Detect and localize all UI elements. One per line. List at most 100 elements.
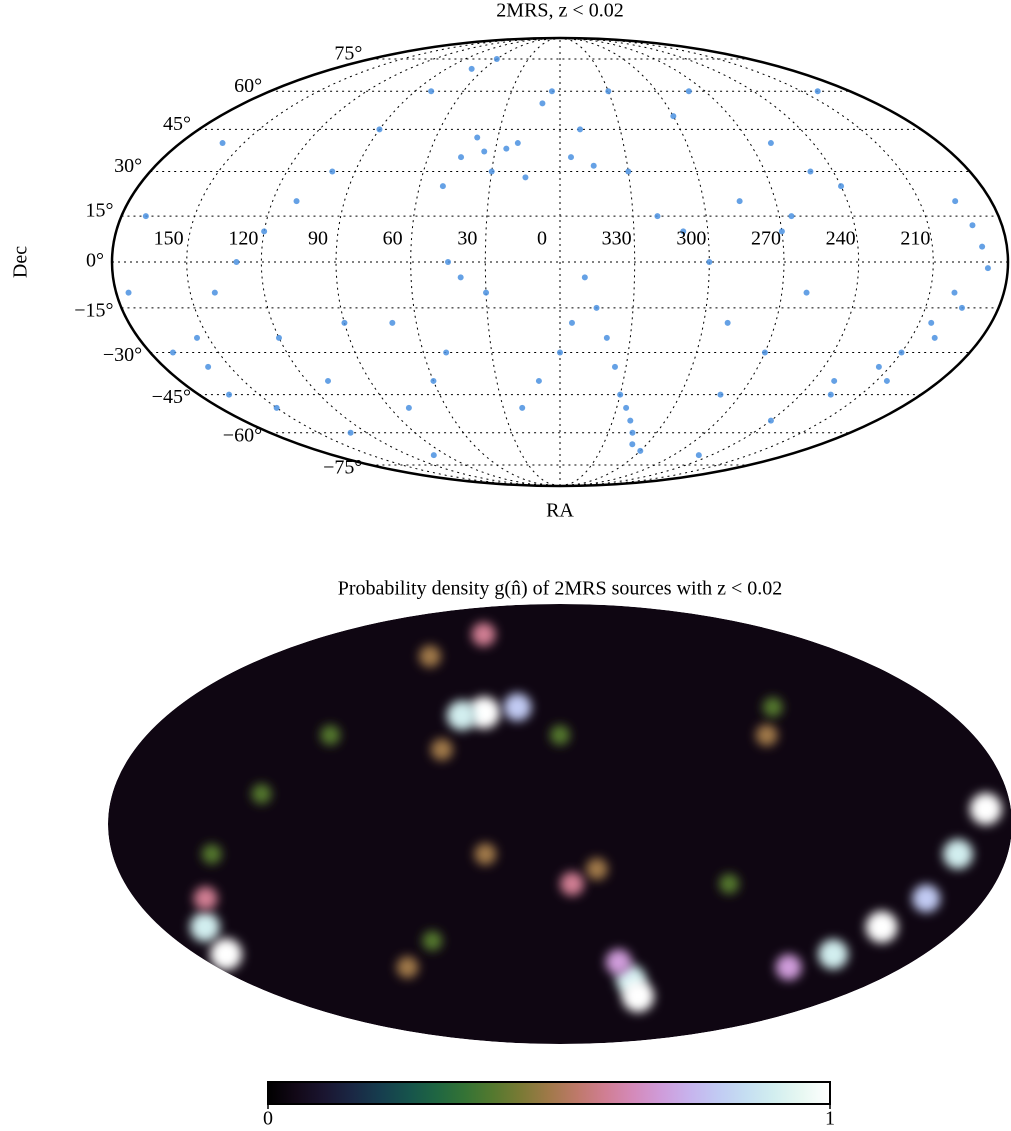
density-blob [550,725,570,746]
density-blob [430,738,453,761]
y-tick-label: 60° [234,75,262,97]
density-blob [762,697,783,718]
y-tick-label: −30° [103,344,142,366]
data-point [535,377,542,384]
y-tick-label: 30° [114,155,142,177]
data-point [629,429,636,436]
y-tick-label: −60° [223,424,262,446]
data-point [539,100,546,107]
density-blob [419,645,442,668]
data-point [226,391,233,398]
sky-map [110,36,1010,488]
data-point [293,198,300,205]
data-point [778,228,785,235]
grid-line [410,37,561,487]
y-axis-label: Dec [10,246,32,278]
density-blob [474,843,497,866]
data-point [590,162,597,169]
data-point [984,265,991,272]
data-point [629,441,636,448]
data-point [831,377,838,384]
density-blob [775,954,802,981]
data-point [593,304,600,311]
density-blob [193,886,218,911]
data-point [685,88,692,95]
density-blob [251,783,272,804]
data-point [430,452,437,459]
data-point [623,404,630,411]
data-point [695,452,702,459]
x-axis-label: RA [546,500,574,522]
data-point [428,88,435,95]
density-blob [210,938,243,971]
data-point [952,198,959,205]
data-point [603,334,610,341]
colorbar-tick-label: 0 [263,1108,273,1130]
data-point [514,140,521,147]
data-point [617,391,624,398]
data-point [557,349,563,356]
density-blob [942,839,973,870]
grid-line [559,37,934,487]
x-tick-label: 300 [676,228,706,250]
x-tick-label: 30 [457,228,477,250]
colorbar [267,1081,831,1105]
data-point [493,56,500,63]
data-point [883,377,890,384]
data-point [193,334,200,341]
data-point [958,304,965,311]
grid-line [186,37,561,487]
data-point [458,154,465,161]
data-point [670,113,677,120]
data-point [767,417,774,424]
map-background [108,604,1011,1044]
data-point [736,198,743,205]
data-point [680,228,687,235]
data-point [706,259,713,265]
data-point [767,140,774,147]
density-blob [503,693,532,722]
density-blob [622,980,655,1013]
data-point [273,404,280,411]
data-point [474,134,481,141]
data-point [761,349,768,356]
density-blob [818,939,849,970]
density-blob [719,873,740,894]
data-point [275,334,282,341]
data-point [625,168,632,175]
data-point [951,289,958,296]
data-point [654,213,661,220]
density-blob [189,912,220,943]
y-tick-label: 0° [86,250,104,272]
data-point [445,259,451,265]
density-blob [201,844,222,865]
data-point [483,289,490,296]
data-point [347,429,354,436]
data-point [169,349,176,356]
density-blob [969,792,1002,825]
chart-title: Probability density g(n̂) of 2MRS source… [338,578,783,600]
data-point [931,334,938,341]
grid-line [335,37,561,487]
data-point [979,243,986,250]
data-point [376,126,383,133]
data-point [142,213,149,220]
x-tick-label: 0 [537,228,547,250]
data-point [503,145,510,152]
data-point [389,319,396,326]
density-blob [471,622,496,647]
data-point [519,404,526,411]
data-point [261,228,268,235]
data-point [717,391,724,398]
data-point [468,65,475,72]
x-tick-label: 60 [383,228,403,250]
density-blob [755,724,778,747]
y-tick-label: 75° [334,43,362,65]
data-point [522,174,529,181]
data-point [219,140,226,147]
data-point [898,349,905,356]
data-point [637,447,644,454]
data-point [611,363,618,370]
data-point [577,126,584,133]
